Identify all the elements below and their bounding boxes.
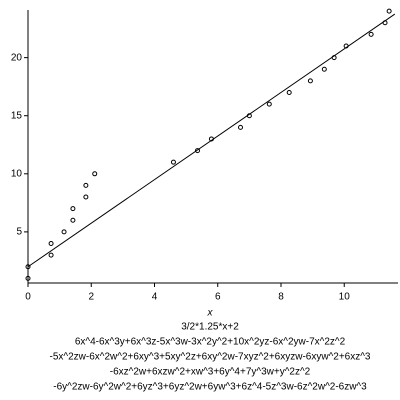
x-tick-label: 2 — [88, 292, 94, 303]
point — [92, 171, 98, 177]
point — [368, 31, 374, 37]
y-tick-label: 20 — [11, 52, 23, 63]
point — [195, 148, 201, 154]
label-line: 3/2*1.25*x+2 — [181, 322, 239, 333]
x-tick-label: 10 — [339, 292, 351, 303]
label-line: -6xz^2w+6xzw^2+xw^3+6y^4+7y^3w+y^2z^2 — [110, 367, 311, 378]
point — [286, 89, 292, 95]
point — [70, 206, 76, 212]
point — [266, 101, 272, 107]
y-tick-label: 10 — [11, 168, 23, 179]
point — [70, 217, 76, 223]
point — [83, 182, 89, 188]
label-line: -6y^2zw-6y^2w^2+6yz^3+6yz^2w+6yw^3+6z^4-… — [53, 382, 367, 393]
y-tick-label: 15 — [11, 110, 23, 121]
point — [25, 264, 31, 270]
fit-line — [27, 13, 396, 268]
point — [386, 8, 392, 14]
x-tick-label: 8 — [278, 292, 284, 303]
x-tick-label: 0 — [25, 292, 31, 303]
point — [61, 229, 67, 235]
point — [48, 252, 54, 258]
x-tick-label: 4 — [152, 292, 158, 303]
point — [238, 124, 244, 130]
label-line: 6x^4-6x^3y+6x^3z-5x^3w-3x^2y^2+10x^2yz-6… — [75, 337, 346, 348]
y-tick-label: 5 — [16, 227, 22, 238]
point — [170, 159, 176, 165]
label-line: -5x^2zw-6x^2w^2+6xy^3+5xy^2z+6xy^2w-7xyz… — [50, 352, 371, 363]
point — [307, 78, 313, 84]
x-tick-label: 6 — [215, 292, 221, 303]
point — [321, 66, 327, 72]
point — [25, 275, 31, 281]
point — [48, 241, 54, 247]
point — [83, 194, 89, 200]
x-axis-label: x — [207, 308, 214, 319]
